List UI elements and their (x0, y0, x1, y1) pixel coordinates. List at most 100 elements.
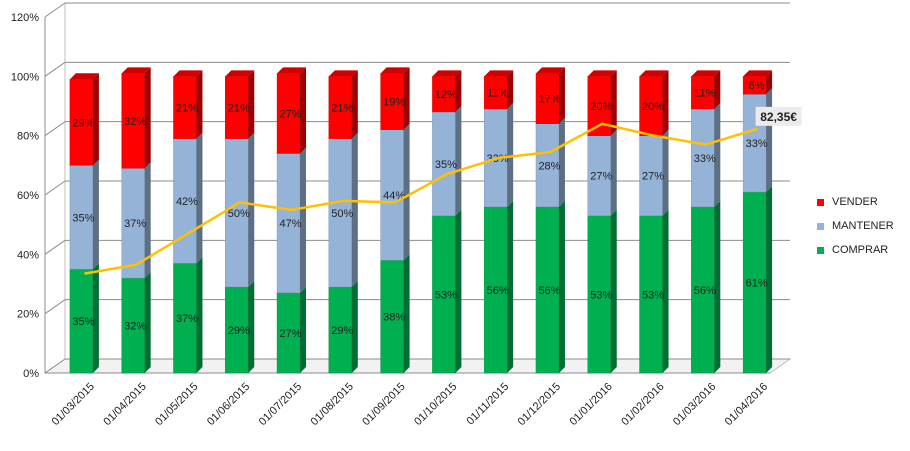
data-label-mantener: 37% (124, 218, 146, 230)
bar-side-comprar (714, 200, 721, 373)
legend-swatch-vender (817, 198, 824, 206)
bar-side-comprar (507, 200, 514, 373)
bar-top-vender (328, 70, 358, 77)
y-tick-label: 60% (17, 190, 39, 202)
bar-side-vender (507, 70, 514, 109)
data-label-vender: 21% (331, 102, 353, 114)
data-label-mantener: 27% (642, 171, 664, 183)
bar-top-vender (432, 70, 462, 77)
bar-side-vender (766, 70, 773, 95)
bar-side-comprar (248, 280, 255, 373)
gridline-depth (44, 61, 66, 77)
x-tick-label: 01/06/2015 (205, 381, 252, 428)
bar-side-comprar (662, 209, 669, 373)
data-label-mantener: 42% (176, 196, 198, 208)
bar-side-comprar (558, 200, 565, 373)
data-label-vender: 6% (749, 80, 765, 92)
bar-side-mantener (248, 132, 255, 287)
data-label-vender: 21% (176, 102, 198, 114)
x-tick-label: 01/12/2015 (516, 381, 563, 428)
gridline-depth (44, 299, 66, 315)
legend-item-comprar: COMPRAR (817, 238, 894, 262)
data-label-mantener: 33% (694, 153, 716, 165)
data-label-vender: 29% (72, 117, 94, 129)
data-label-mantener: 28% (538, 160, 560, 172)
x-tick-label: 01/04/2015 (101, 381, 148, 428)
data-label-vender: 12% (435, 89, 457, 101)
bar-side-comprar (455, 209, 462, 373)
bar-side-mantener (403, 123, 410, 261)
gridline-depth (44, 121, 66, 137)
legend-label-vender: VENDER (832, 196, 878, 208)
bar-side-vender (248, 70, 255, 139)
gridline-depth (44, 239, 66, 255)
data-label-comprar: 53% (435, 289, 457, 301)
legend-item-vender: VENDER (817, 190, 894, 214)
data-label-comprar: 56% (538, 285, 560, 297)
y-tick-label: 20% (17, 309, 39, 321)
line-end-label: 82,35€ (760, 110, 797, 124)
x-tick-label: 01/04/2016 (723, 381, 770, 428)
data-label-mantener: 47% (280, 218, 302, 230)
bar-top-vender (380, 67, 410, 74)
bar-side-mantener (610, 129, 617, 216)
bar-top-vender (535, 67, 565, 74)
bar-top-vender (277, 67, 307, 74)
y-tick-label: 100% (11, 71, 39, 83)
bar-side-comprar (403, 254, 410, 373)
data-label-vender: 19% (383, 97, 405, 109)
x-tick-label: 01/02/2016 (619, 381, 666, 428)
data-label-mantener: 35% (72, 212, 94, 224)
data-label-comprar: 27% (280, 328, 302, 340)
legend-label-mantener: MANTENER (832, 220, 894, 232)
data-label-vender: 20% (642, 101, 664, 113)
bar-top-vender (225, 70, 255, 77)
bar-side-mantener (558, 117, 565, 207)
bar-side-vender (455, 70, 462, 112)
x-tick-label: 01/08/2015 (309, 381, 356, 428)
data-label-comprar: 29% (331, 325, 353, 337)
legend-swatch-comprar (817, 246, 824, 254)
data-label-comprar: 53% (642, 289, 664, 301)
y-tick-label: 120% (11, 12, 39, 24)
data-label-comprar: 29% (228, 325, 250, 337)
x-tick-label: 01/03/2016 (671, 381, 718, 428)
data-label-comprar: 53% (590, 289, 612, 301)
floor (43, 358, 792, 374)
bar-side-comprar (144, 272, 151, 373)
bar-side-mantener (196, 132, 203, 264)
bar-side-mantener (300, 147, 307, 293)
x-tick-label: 01/01/2016 (567, 381, 614, 428)
bar-side-vender (714, 70, 721, 109)
bar-side-vender (610, 70, 617, 136)
bar-side-mantener (351, 132, 358, 287)
bar-side-vender (144, 67, 151, 169)
bar-side-vender (351, 70, 358, 139)
bar-side-mantener (455, 105, 462, 216)
legend-swatch-mantener (817, 222, 824, 230)
y-tick-label: 0% (23, 368, 39, 380)
bar-side-vender (403, 67, 410, 130)
bar-top-vender (121, 67, 151, 74)
data-label-vender: 32% (124, 116, 146, 128)
legend-label-comprar: COMPRAR (832, 244, 889, 256)
bar-top-vender (484, 70, 514, 77)
x-tick-label: 01/09/2015 (360, 381, 407, 428)
x-tick-label: 01/03/2015 (50, 381, 97, 428)
data-label-mantener: 50% (331, 208, 353, 220)
data-label-vender: 17% (538, 94, 560, 106)
data-label-comprar: 61% (746, 278, 768, 290)
data-label-comprar: 56% (694, 285, 716, 297)
data-label-vender: 20% (590, 101, 612, 113)
bar-top-vender (691, 70, 721, 77)
bar-side-mantener (714, 102, 721, 207)
bar-side-mantener (92, 159, 99, 270)
bar-side-comprar (766, 186, 773, 373)
bar-top-vender (743, 70, 773, 77)
data-label-mantener: 50% (228, 208, 250, 220)
bar-side-vender (662, 70, 669, 136)
bar-top-vender (639, 70, 669, 77)
data-label-mantener: 27% (590, 171, 612, 183)
data-label-comprar: 37% (176, 313, 198, 325)
